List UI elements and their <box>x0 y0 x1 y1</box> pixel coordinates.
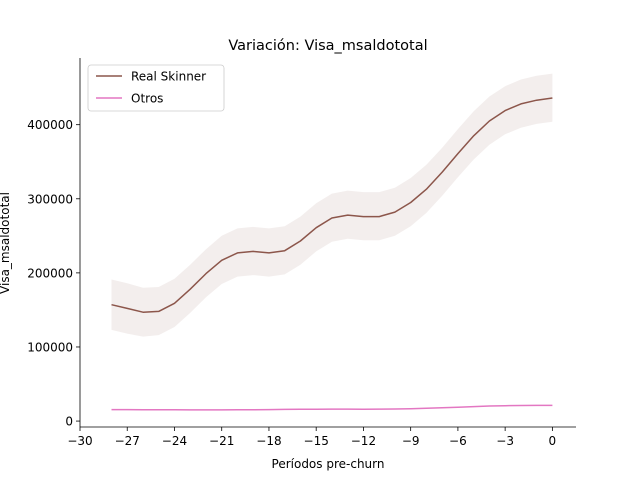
x-tick-label: 0 <box>549 434 557 448</box>
x-tick-label: −18 <box>256 434 281 448</box>
x-tick-label: −6 <box>449 434 467 448</box>
series-lines <box>111 97 553 411</box>
series-0-ci-band <box>111 73 553 337</box>
y-tick-label: 300000 <box>27 192 73 206</box>
confidence-bands <box>111 73 553 337</box>
y-tick-label: 200000 <box>27 266 73 280</box>
x-tick-label: −12 <box>351 434 376 448</box>
x-tick-label: −9 <box>402 434 420 448</box>
series-0-line <box>111 97 553 313</box>
x-axis-ticks: −30 −27 −24 −21 −18 −15 −12 −9 −6 −3 0 <box>67 427 556 448</box>
axes <box>79 58 576 428</box>
x-tick-label: −15 <box>304 434 329 448</box>
x-tick-label: −27 <box>115 434 140 448</box>
y-tick-label: 0 <box>65 415 73 429</box>
legend-label-1: Otros <box>131 92 163 106</box>
y-tick-label: 100000 <box>27 340 73 354</box>
x-tick-label: −24 <box>162 434 187 448</box>
legend: Real Skinner Otros <box>87 64 225 112</box>
y-axis-ticks: 0 100000 200000 300000 400000 <box>27 118 80 429</box>
chart-title: Variación: Visa_msaldototal <box>228 38 427 54</box>
y-axis-label: Visa_msaldototal <box>0 192 12 294</box>
x-tick-label: −30 <box>67 434 92 448</box>
series-1-line <box>111 404 553 411</box>
x-tick-label: −3 <box>496 434 514 448</box>
x-tick-label: −21 <box>209 434 234 448</box>
legend-label-0: Real Skinner <box>131 70 206 84</box>
y-tick-label: 400000 <box>27 118 73 132</box>
x-axis-label: Períodos pre-churn <box>272 457 385 471</box>
